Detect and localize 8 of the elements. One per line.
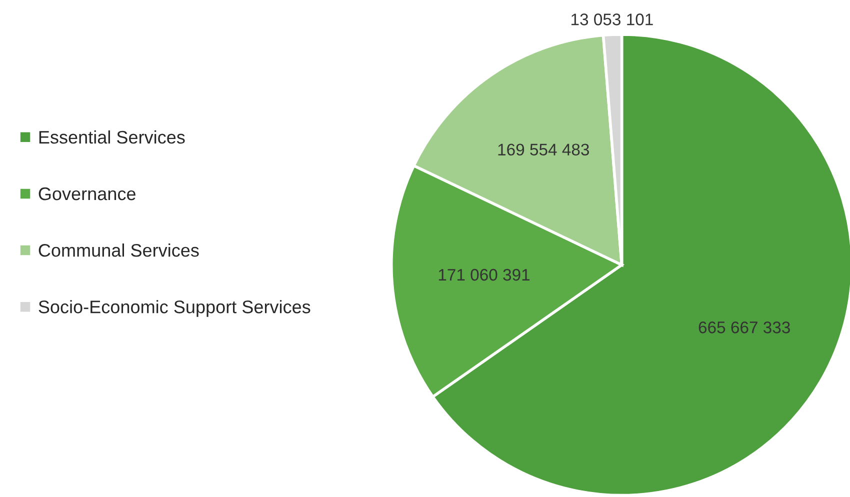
legend-label: Communal Services [38, 244, 199, 257]
legend-label: Governance [38, 187, 136, 200]
data-label: 171 060 391 [438, 268, 530, 281]
data-label: 665 667 333 [698, 322, 790, 334]
data-label: 13 053 101 [572, 14, 653, 26]
legend-label: Essential Services [39, 130, 185, 144]
legend-label: Socio-Economic Support Services [38, 300, 310, 317]
data-label: 169 554 483 [498, 144, 589, 156]
